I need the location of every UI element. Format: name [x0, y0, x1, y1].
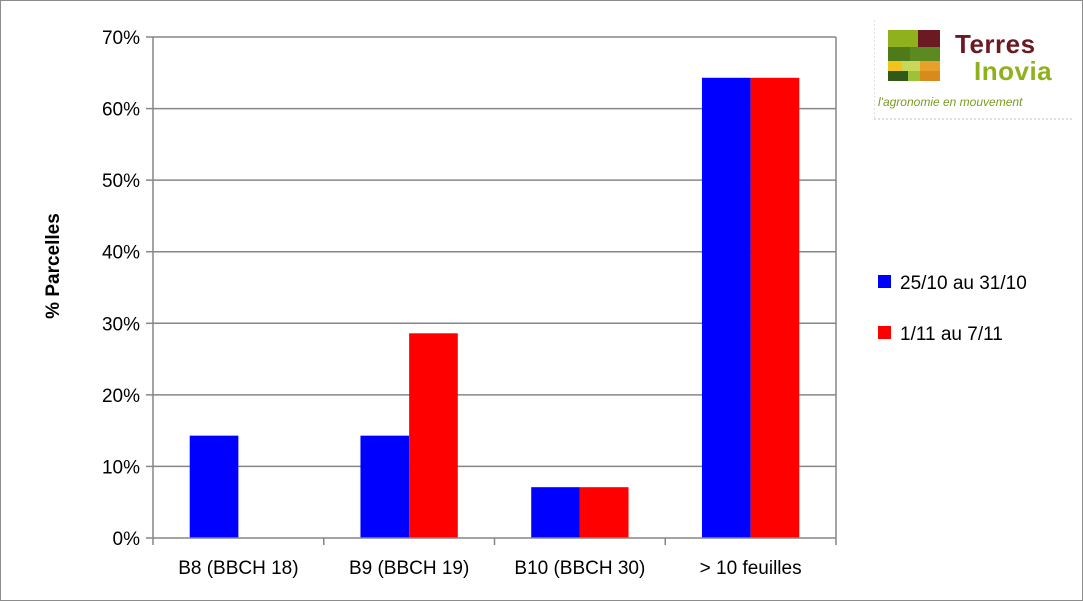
y-tick-label: 50%: [102, 171, 140, 192]
logo-tagline: l'agronomie en mouvement: [878, 95, 1023, 109]
bar-series-1: [531, 487, 580, 538]
bar-series-1: [360, 435, 410, 538]
y-tick-labels: 0% 10% 20% 30% 40% 50% 60% 70%: [102, 28, 140, 550]
x-tick-label: B10 (BBCH 30): [514, 558, 645, 579]
legend: 25/10 au 31/10 1/11 au 7/11: [878, 273, 1027, 345]
y-tick-label: 0%: [113, 529, 141, 550]
y-tick-label: 30%: [102, 314, 140, 335]
y-tick-label: 40%: [102, 243, 140, 264]
y-tick-label: 20%: [102, 386, 140, 407]
bars: [189, 77, 800, 538]
y-axis-title: % Parcelles: [43, 213, 64, 319]
logo-name-terres: Terres: [955, 29, 1036, 59]
legend-swatch-series-1: [878, 275, 891, 288]
logo-name-inovia: Inovia: [974, 56, 1053, 86]
legend-label-series-1: 25/10 au 31/10: [900, 273, 1027, 294]
bar-series-2: [409, 333, 458, 538]
y-tick-label: 10%: [102, 457, 140, 478]
y-tick-label: 70%: [102, 28, 140, 49]
x-tick-label: B9 (BBCH 19): [349, 558, 469, 579]
axes: [146, 36, 837, 545]
x-tick-labels: B8 (BBCH 18) B9 (BBCH 19) B10 (BBCH 30) > 1…: [178, 558, 801, 579]
x-tick-label: > 10 feuilles: [700, 558, 802, 579]
x-tick-label: B8 (BBCH 18): [178, 558, 298, 579]
bar-series-1: [189, 435, 239, 538]
legend-label-series-2: 1/11 au 7/11: [900, 324, 1003, 345]
y-tick-label: 60%: [102, 100, 140, 121]
legend-swatch-series-2: [878, 326, 891, 339]
terres-inovia-logo: [873, 20, 1074, 120]
bar-series-2: [579, 487, 629, 538]
bar-series-1: [701, 77, 751, 538]
logo-mark-icon: [873, 20, 1074, 120]
bar-series-2: [750, 77, 800, 538]
